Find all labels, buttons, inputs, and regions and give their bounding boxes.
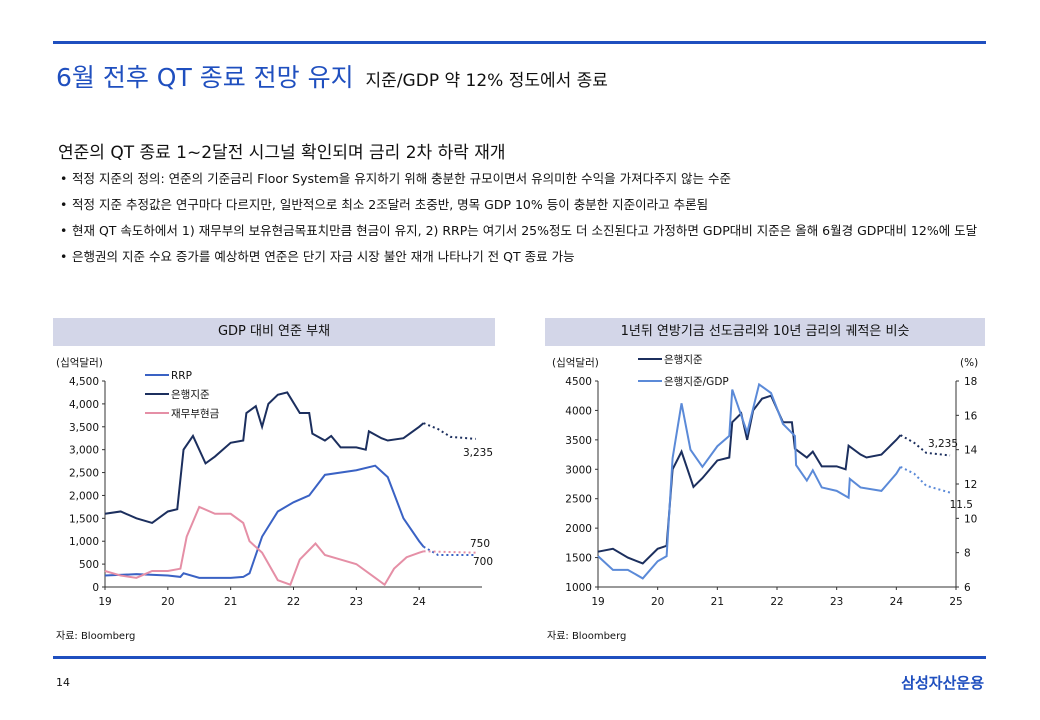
page-subtitle: 지준/GDP 약 12% 정도에서 종료 [365,71,608,91]
x-tick-label: 20 [651,596,664,608]
x-tick-label: 23 [350,596,363,608]
y2-tick-label: 18 [964,376,977,388]
series-line-은행지준/GDP [597,382,902,580]
y-tick-label: 500 [79,559,99,571]
x-tick-label: 22 [770,596,783,608]
y-tick-label: 3,500 [69,422,99,434]
forecast-line-재무부현금 [423,550,476,554]
series-line-은행지준 [104,391,425,525]
page-number: 14 [56,676,70,689]
y-tick-label: 4000 [565,405,592,417]
data-label: 3,235 [463,447,493,459]
forecast-line-은행지준 [423,422,476,440]
page-title: 6월 전후 QT 종료 전망 유지 지준/GDP 약 12% 정도에서 종료 [56,63,608,92]
data-label: 700 [473,556,493,568]
y-tick-label: 1000 [565,582,592,594]
y-tick-label: 2000 [565,523,592,535]
legend-label: 은행지준 [664,354,703,366]
top-rule [53,41,986,44]
y-tick-label: 0 [92,582,99,594]
y2-tick-label: 16 [964,410,978,422]
y-tick-label: 1,500 [69,513,99,525]
bullet-list: 적정 지준의 정의: 연준의 기준금리 Floor System을 유지하기 위… [58,170,988,274]
y-tick-label: 1,000 [69,536,99,548]
chart1-title: GDP 대비 연준 부채 [53,318,495,346]
y-tick-label: 4,500 [69,376,99,388]
series-line-재무부현금 [104,505,424,587]
y-tick-label: 1500 [565,553,592,565]
section-heading: 연준의 QT 종료 1~2달전 시그널 확인되며 금리 2차 하락 재개 [58,143,506,163]
x-tick-label: 23 [830,596,843,608]
x-tick-label: 24 [890,596,904,608]
legend-label: 은행지준 [171,389,210,401]
y2-tick-label: 10 [964,513,977,525]
y-tick-label: 3000 [565,464,592,476]
series-line-RRP [104,464,425,579]
y-axis-unit: (십억달러) [552,357,599,369]
data-label: 3,235 [928,438,958,450]
x-tick-label: 20 [161,596,174,608]
y2-axis-unit: (%) [960,357,978,369]
y-axis-unit: (십억달러) [56,357,103,369]
x-tick-label: 21 [224,596,237,608]
x-tick-label: 19 [98,596,111,608]
data-label: 11.5 [950,499,973,511]
y-tick-label: 2500 [565,494,592,506]
x-tick-label: 21 [711,596,724,608]
chart2-title: 1년뒤 연방기금 선도금리와 10년 금리의 궤적은 비슷 [545,318,985,346]
brand-logo: 삼성자산운용 [901,674,984,692]
bullet-item: 적정 지준의 정의: 연준의 기준금리 Floor System을 유지하기 위… [58,170,988,188]
y-tick-label: 3500 [565,435,592,447]
bullet-item: 현재 QT 속도하에서 1) 재무부의 보유현금목표치만큼 현금이 유지, 2)… [58,222,988,240]
y-tick-label: 2,500 [69,468,99,480]
y2-tick-label: 12 [964,479,977,491]
y-tick-label: 3,000 [69,445,99,457]
bottom-rule [53,656,986,659]
y-tick-label: 4,000 [69,399,99,411]
chart2-source: 자료: Bloomberg [547,631,627,642]
legend-label: 재무부현금 [171,408,220,420]
x-tick-label: 25 [949,596,962,608]
bullet-item: 적정 지준 추정값은 연구마다 다르지만, 일반적으로 최소 2조달러 초중반,… [58,196,988,214]
y-tick-label: 4500 [565,376,592,388]
x-tick-label: 22 [287,596,300,608]
forecast-line-은행지준/GDP [900,465,951,494]
legend-label: RRP [171,370,192,382]
chart1-source: 자료: Bloomberg [56,631,136,642]
y-tick-label: 2,000 [69,490,99,502]
y2-tick-label: 8 [964,548,971,560]
y2-tick-label: 6 [964,582,971,594]
forecast-line-RRP [423,545,476,556]
bullet-item: 은행권의 지준 수요 증가를 예상하면 연준은 단기 자금 시장 불안 재개 나… [58,248,988,266]
y2-tick-label: 14 [964,445,978,457]
x-tick-label: 24 [412,596,426,608]
legend-label: 은행지준/GDP [664,376,729,388]
data-label: 750 [470,538,490,550]
x-tick-label: 19 [591,596,604,608]
